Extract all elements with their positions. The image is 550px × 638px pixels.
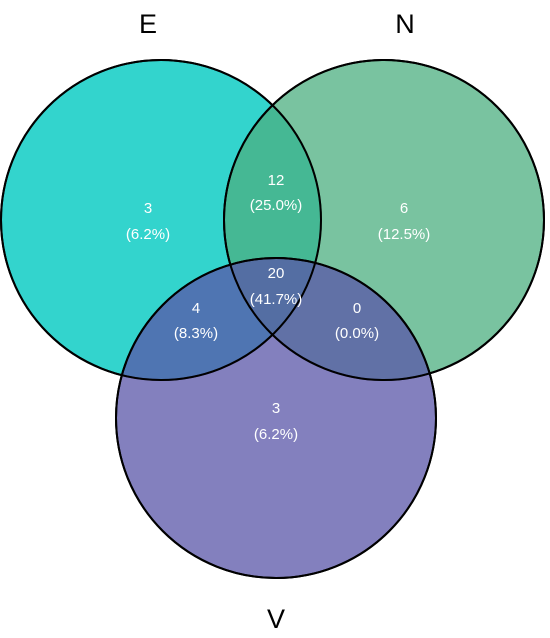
circle-v-outline	[115, 257, 437, 579]
set-label-e: E	[139, 9, 157, 39]
set-label-v: V	[267, 604, 285, 634]
circle-e-outline	[0, 59, 322, 381]
region-v-only-count: 3	[272, 400, 280, 417]
region-env-percent: (41.7%)	[250, 291, 303, 308]
region-e-only-percent: (6.2%)	[126, 226, 170, 243]
region-n-only-percent: (12.5%)	[378, 226, 431, 243]
region-en-percent: (25.0%)	[250, 197, 303, 214]
region-en-count: 12	[268, 172, 285, 189]
region-e-only-count: 3	[144, 200, 152, 217]
region-n-only-count: 6	[400, 200, 408, 217]
region-nv-count: 0	[353, 300, 361, 317]
region-ev-percent: (8.3%)	[174, 325, 218, 342]
region-env-count: 20	[268, 265, 285, 282]
set-label-n: N	[395, 9, 415, 39]
region-v-only-percent: (6.2%)	[254, 426, 298, 443]
region-nv-percent: (0.0%)	[335, 325, 379, 342]
circle-n-outline	[223, 59, 545, 381]
region-ev-count: 4	[192, 300, 200, 317]
